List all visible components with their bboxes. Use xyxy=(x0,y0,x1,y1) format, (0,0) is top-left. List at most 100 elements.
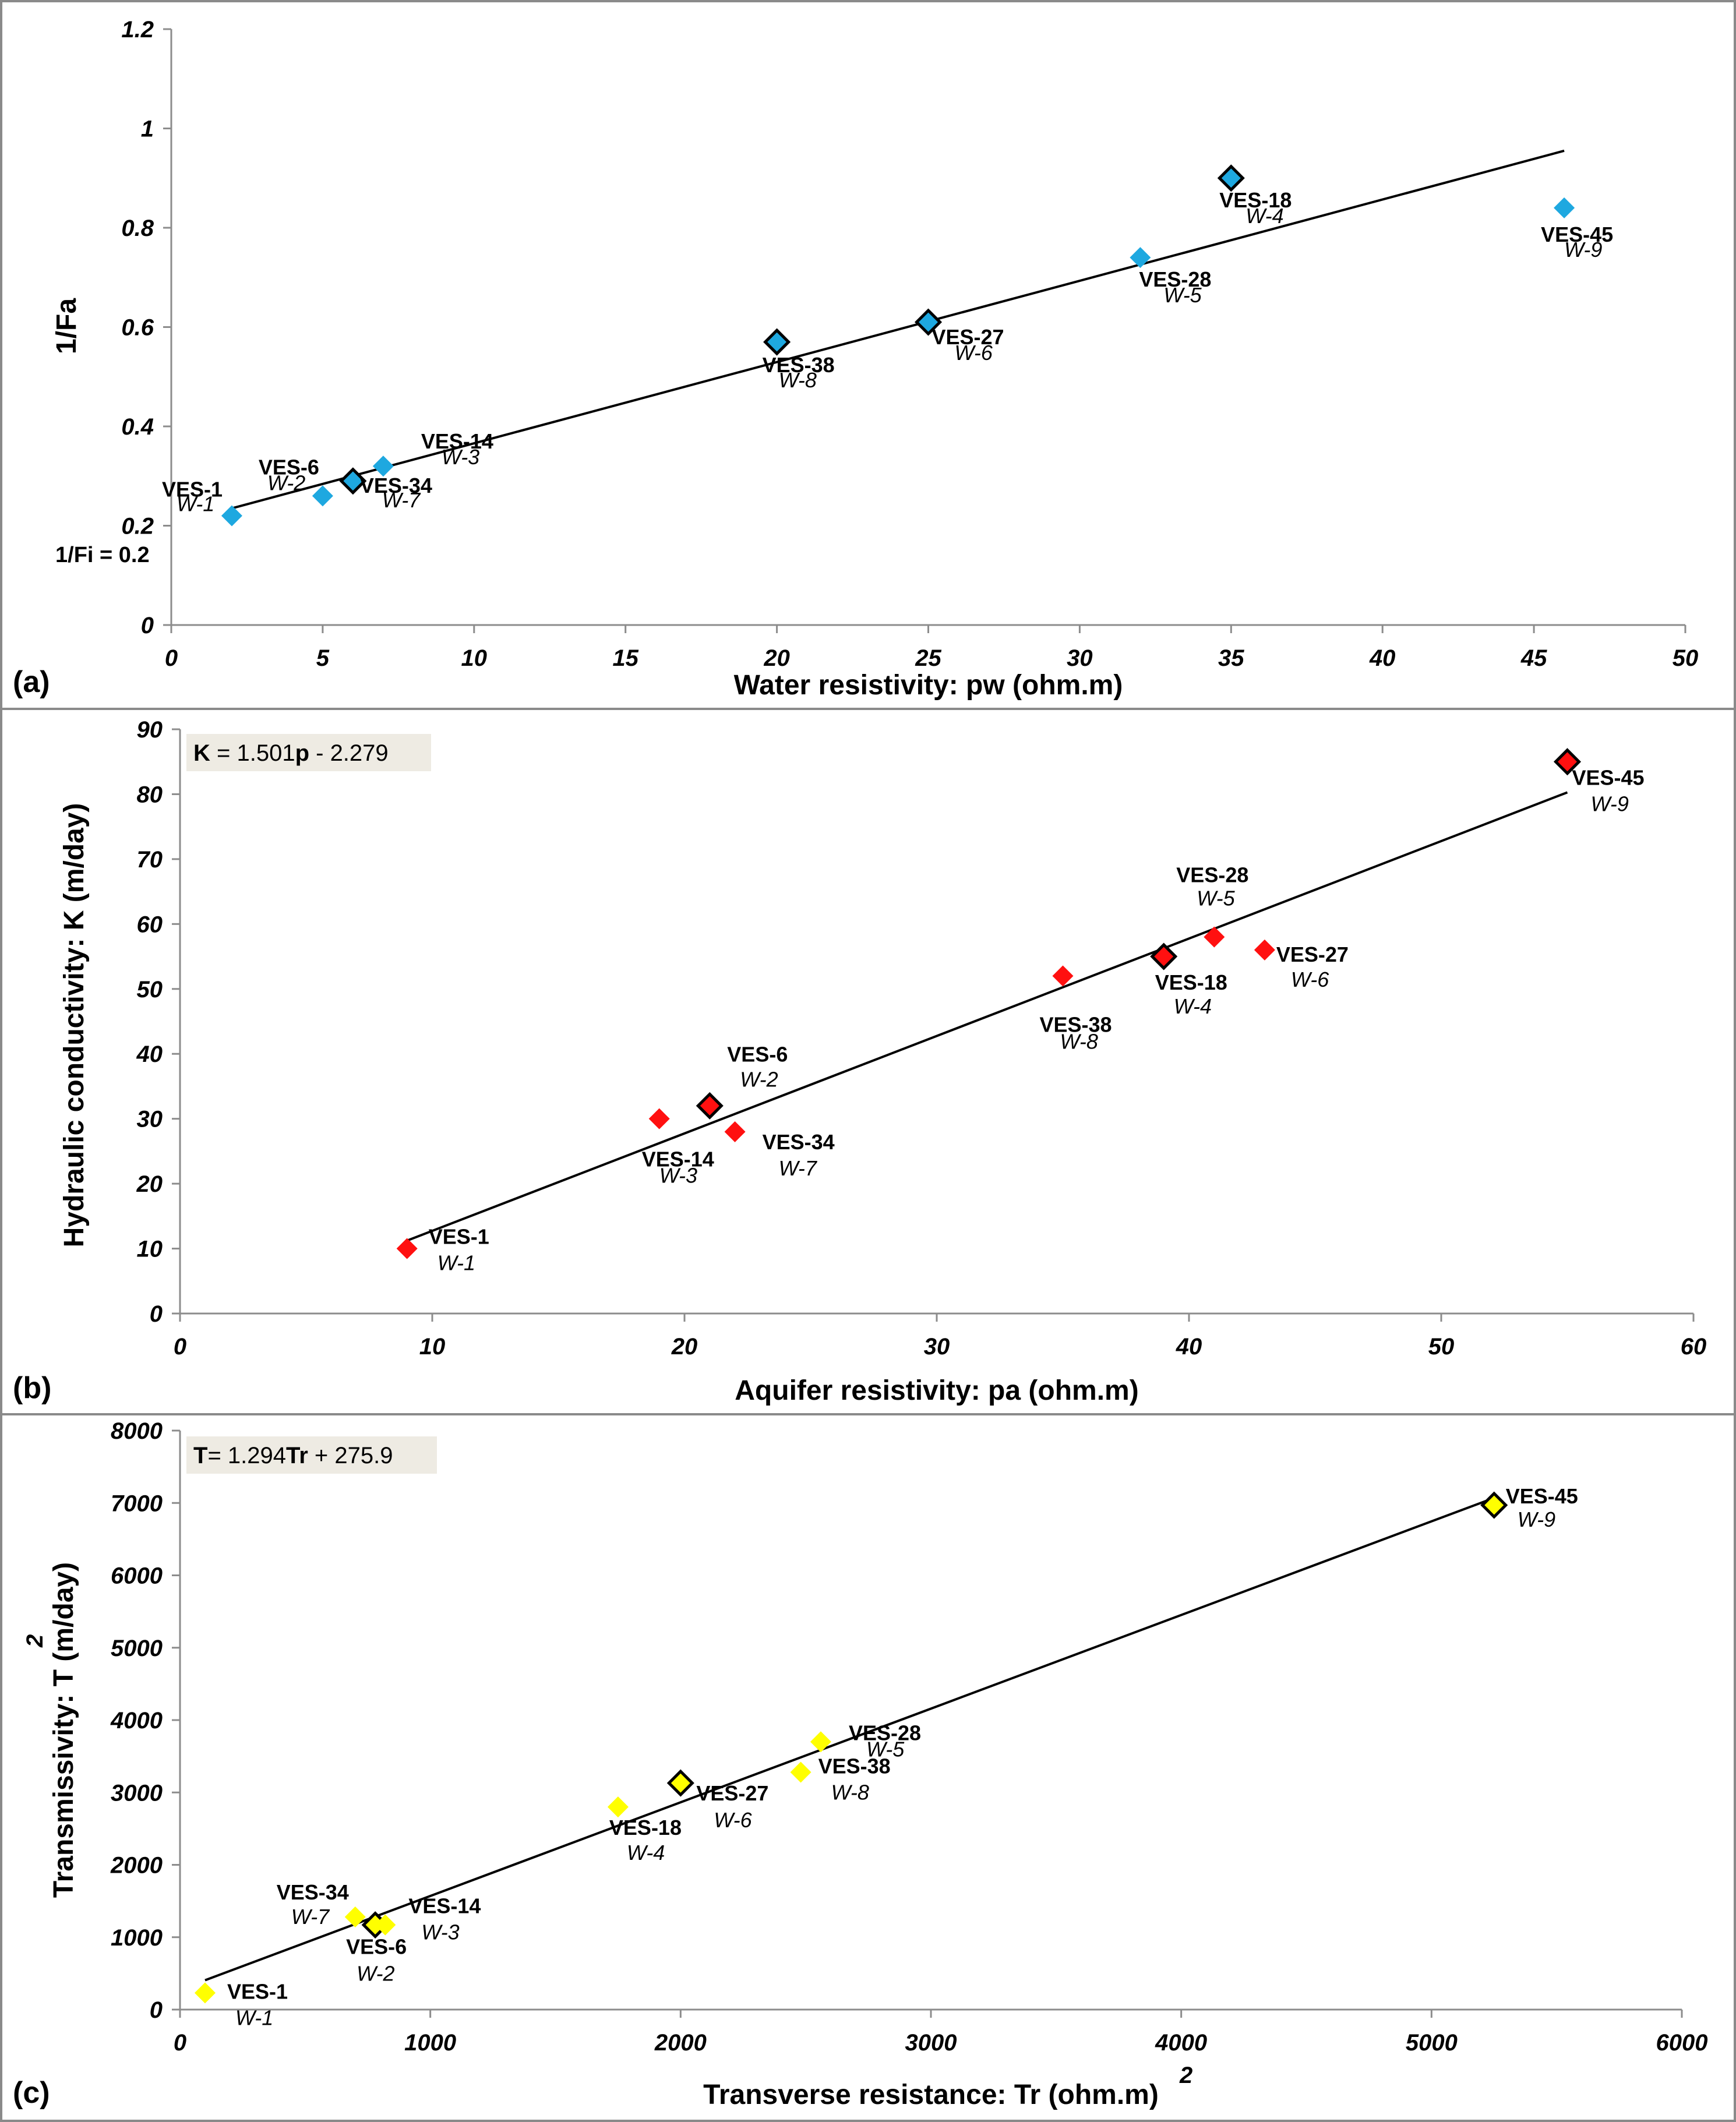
x-tick-label: 20 xyxy=(671,1334,698,1360)
y-tick-label: 5000 xyxy=(111,1636,163,1661)
data-point-marker xyxy=(666,1769,694,1797)
data-point-marker xyxy=(724,1121,746,1142)
data-point-marker xyxy=(375,1914,396,1936)
y-axis-label-superscript: 2 xyxy=(22,1634,48,1648)
x-tick-label: 50 xyxy=(1673,645,1699,671)
well-label: W-8 xyxy=(779,368,817,392)
y-tick-label: 0.2 xyxy=(121,514,154,539)
y-axis-label: Hydraulic conductivity: K (m/day) xyxy=(59,803,90,1248)
data-point-label: VES-18 xyxy=(609,1816,682,1839)
data-point-label: VES-28 xyxy=(1139,267,1211,291)
data-point-marker xyxy=(1480,1491,1508,1519)
x-tick-label: 25 xyxy=(915,645,941,671)
x-tick-label: 3000 xyxy=(905,2030,957,2056)
y-tick-label: 0 xyxy=(150,1997,163,2023)
y-tick-label: 0.4 xyxy=(121,414,154,440)
x-tick-label: 0 xyxy=(165,645,178,671)
data-point-label: VES-18 xyxy=(1155,970,1227,994)
data-point-marker xyxy=(607,1796,629,1818)
panel-label: (a) xyxy=(13,665,50,699)
well-label: W-4 xyxy=(1174,994,1212,1018)
y-tick-label: 0 xyxy=(150,1301,163,1327)
y-tick-label: 70 xyxy=(137,847,163,873)
chart-b: 0 10 20 30 40 50 60 0 10 20 30 40 50 60 70 80 90 VES-1W-1… xyxy=(13,717,1706,1406)
panel-label: (c) xyxy=(13,2076,50,2110)
trendline xyxy=(204,1496,1495,1982)
y-tick-label: 10 xyxy=(137,1237,163,1262)
x-tick-label: 5 xyxy=(316,645,330,671)
well-label: W-8 xyxy=(831,1780,869,1804)
y-tick-label: 0.8 xyxy=(121,216,154,241)
well-label: W-6 xyxy=(714,1808,752,1832)
well-label: W-1 xyxy=(235,2006,273,2029)
trendline xyxy=(406,791,1568,1242)
panel-frame-c xyxy=(0,1413,1736,2122)
data-point-label: VES-14 xyxy=(421,429,493,453)
x-tick-label: 60 xyxy=(1681,1334,1707,1360)
data-point-marker xyxy=(396,1238,418,1259)
x-tick-label: 10 xyxy=(419,1334,446,1360)
data-point-label: VES-27 xyxy=(1276,942,1349,966)
data-point-marker xyxy=(1217,164,1245,192)
data-point-label: VES-14 xyxy=(642,1147,714,1171)
x-tick-label: 50 xyxy=(1428,1334,1455,1360)
x-tick-label: 6000 xyxy=(1656,2030,1708,2056)
data-point-label: VES-27 xyxy=(696,1781,768,1805)
well-label: W-7 xyxy=(779,1156,818,1180)
data-point-label: VES-34 xyxy=(360,474,432,497)
panel-frame-a xyxy=(0,0,1736,710)
well-label: W-9 xyxy=(1591,792,1629,816)
data-point-label: VES-18 xyxy=(1219,188,1292,212)
well-label: W-2 xyxy=(267,471,305,495)
x-tick-label: 35 xyxy=(1218,645,1244,671)
data-point-label: VES-34 xyxy=(763,1130,835,1154)
y-tick-label: 30 xyxy=(137,1107,163,1132)
y-tick-label: 50 xyxy=(137,977,163,1002)
y-tick-label: 80 xyxy=(137,782,163,807)
x-tick-label: 40 xyxy=(1176,1334,1202,1360)
data-point-marker xyxy=(810,1731,831,1753)
well-label: W-5 xyxy=(1197,887,1235,910)
well-label: W-1 xyxy=(177,492,214,516)
well-label: W-7 xyxy=(382,488,421,512)
well-label: W-2 xyxy=(740,1067,778,1091)
well-label: W-3 xyxy=(659,1164,697,1188)
y-tick-label: 0 xyxy=(141,613,154,638)
well-label: W-9 xyxy=(1518,1507,1555,1531)
data-point-label: VES-27 xyxy=(932,325,1004,349)
data-point-marker xyxy=(221,505,242,527)
intercept-note: 1/Fi = 0.2 xyxy=(55,543,150,567)
data-point-marker xyxy=(372,456,394,477)
y-tick-label: 8000 xyxy=(111,1418,163,1444)
y-tick-label: 1 xyxy=(141,116,154,142)
x-tick-label: 0 xyxy=(174,1334,186,1360)
chart-c: 0 1000 2000 3000 4000 5000 6000 0 1000 2000 3000 40… xyxy=(13,1418,1707,2110)
y-axis-label: 1/Fa xyxy=(51,298,82,354)
data-point-label: VES-38 xyxy=(763,353,835,377)
x-tick-label: 45 xyxy=(1520,645,1547,671)
data-point-label: VES-1 xyxy=(227,1979,288,2003)
trendline xyxy=(231,149,1565,510)
y-tick-label: 1000 xyxy=(111,1925,163,1951)
regression-equation: K = 1.501p - 2.279 xyxy=(193,740,389,766)
data-point-label: VES-14 xyxy=(408,1894,481,1918)
data-point-label: VES-45 xyxy=(1572,766,1645,790)
data-point-marker xyxy=(1150,942,1178,970)
x-tick-label: 30 xyxy=(1067,645,1093,671)
data-point-label: VES-28 xyxy=(849,1721,921,1745)
x-tick-label: 15 xyxy=(612,645,638,671)
x-axis-label: Transverse resistance: Tr (ohm.m) xyxy=(703,2079,1159,2110)
well-label: W-5 xyxy=(1163,283,1202,307)
data-point-label: VES-6 xyxy=(259,455,319,479)
data-point-marker xyxy=(648,1108,670,1129)
well-label: W-2 xyxy=(357,1962,394,1986)
data-point-marker xyxy=(1204,926,1225,948)
data-point-label: VES-1 xyxy=(162,477,223,501)
x-axis-label: Aquifer resistivity: pa (ohm.m) xyxy=(735,1375,1138,1406)
equation-box xyxy=(186,1436,437,1474)
y-tick-label: 4000 xyxy=(110,1708,163,1733)
data-point-label: VES-45 xyxy=(1506,1484,1578,1508)
y-tick-label: 1.2 xyxy=(121,17,154,43)
well-label: W-5 xyxy=(866,1737,905,1761)
